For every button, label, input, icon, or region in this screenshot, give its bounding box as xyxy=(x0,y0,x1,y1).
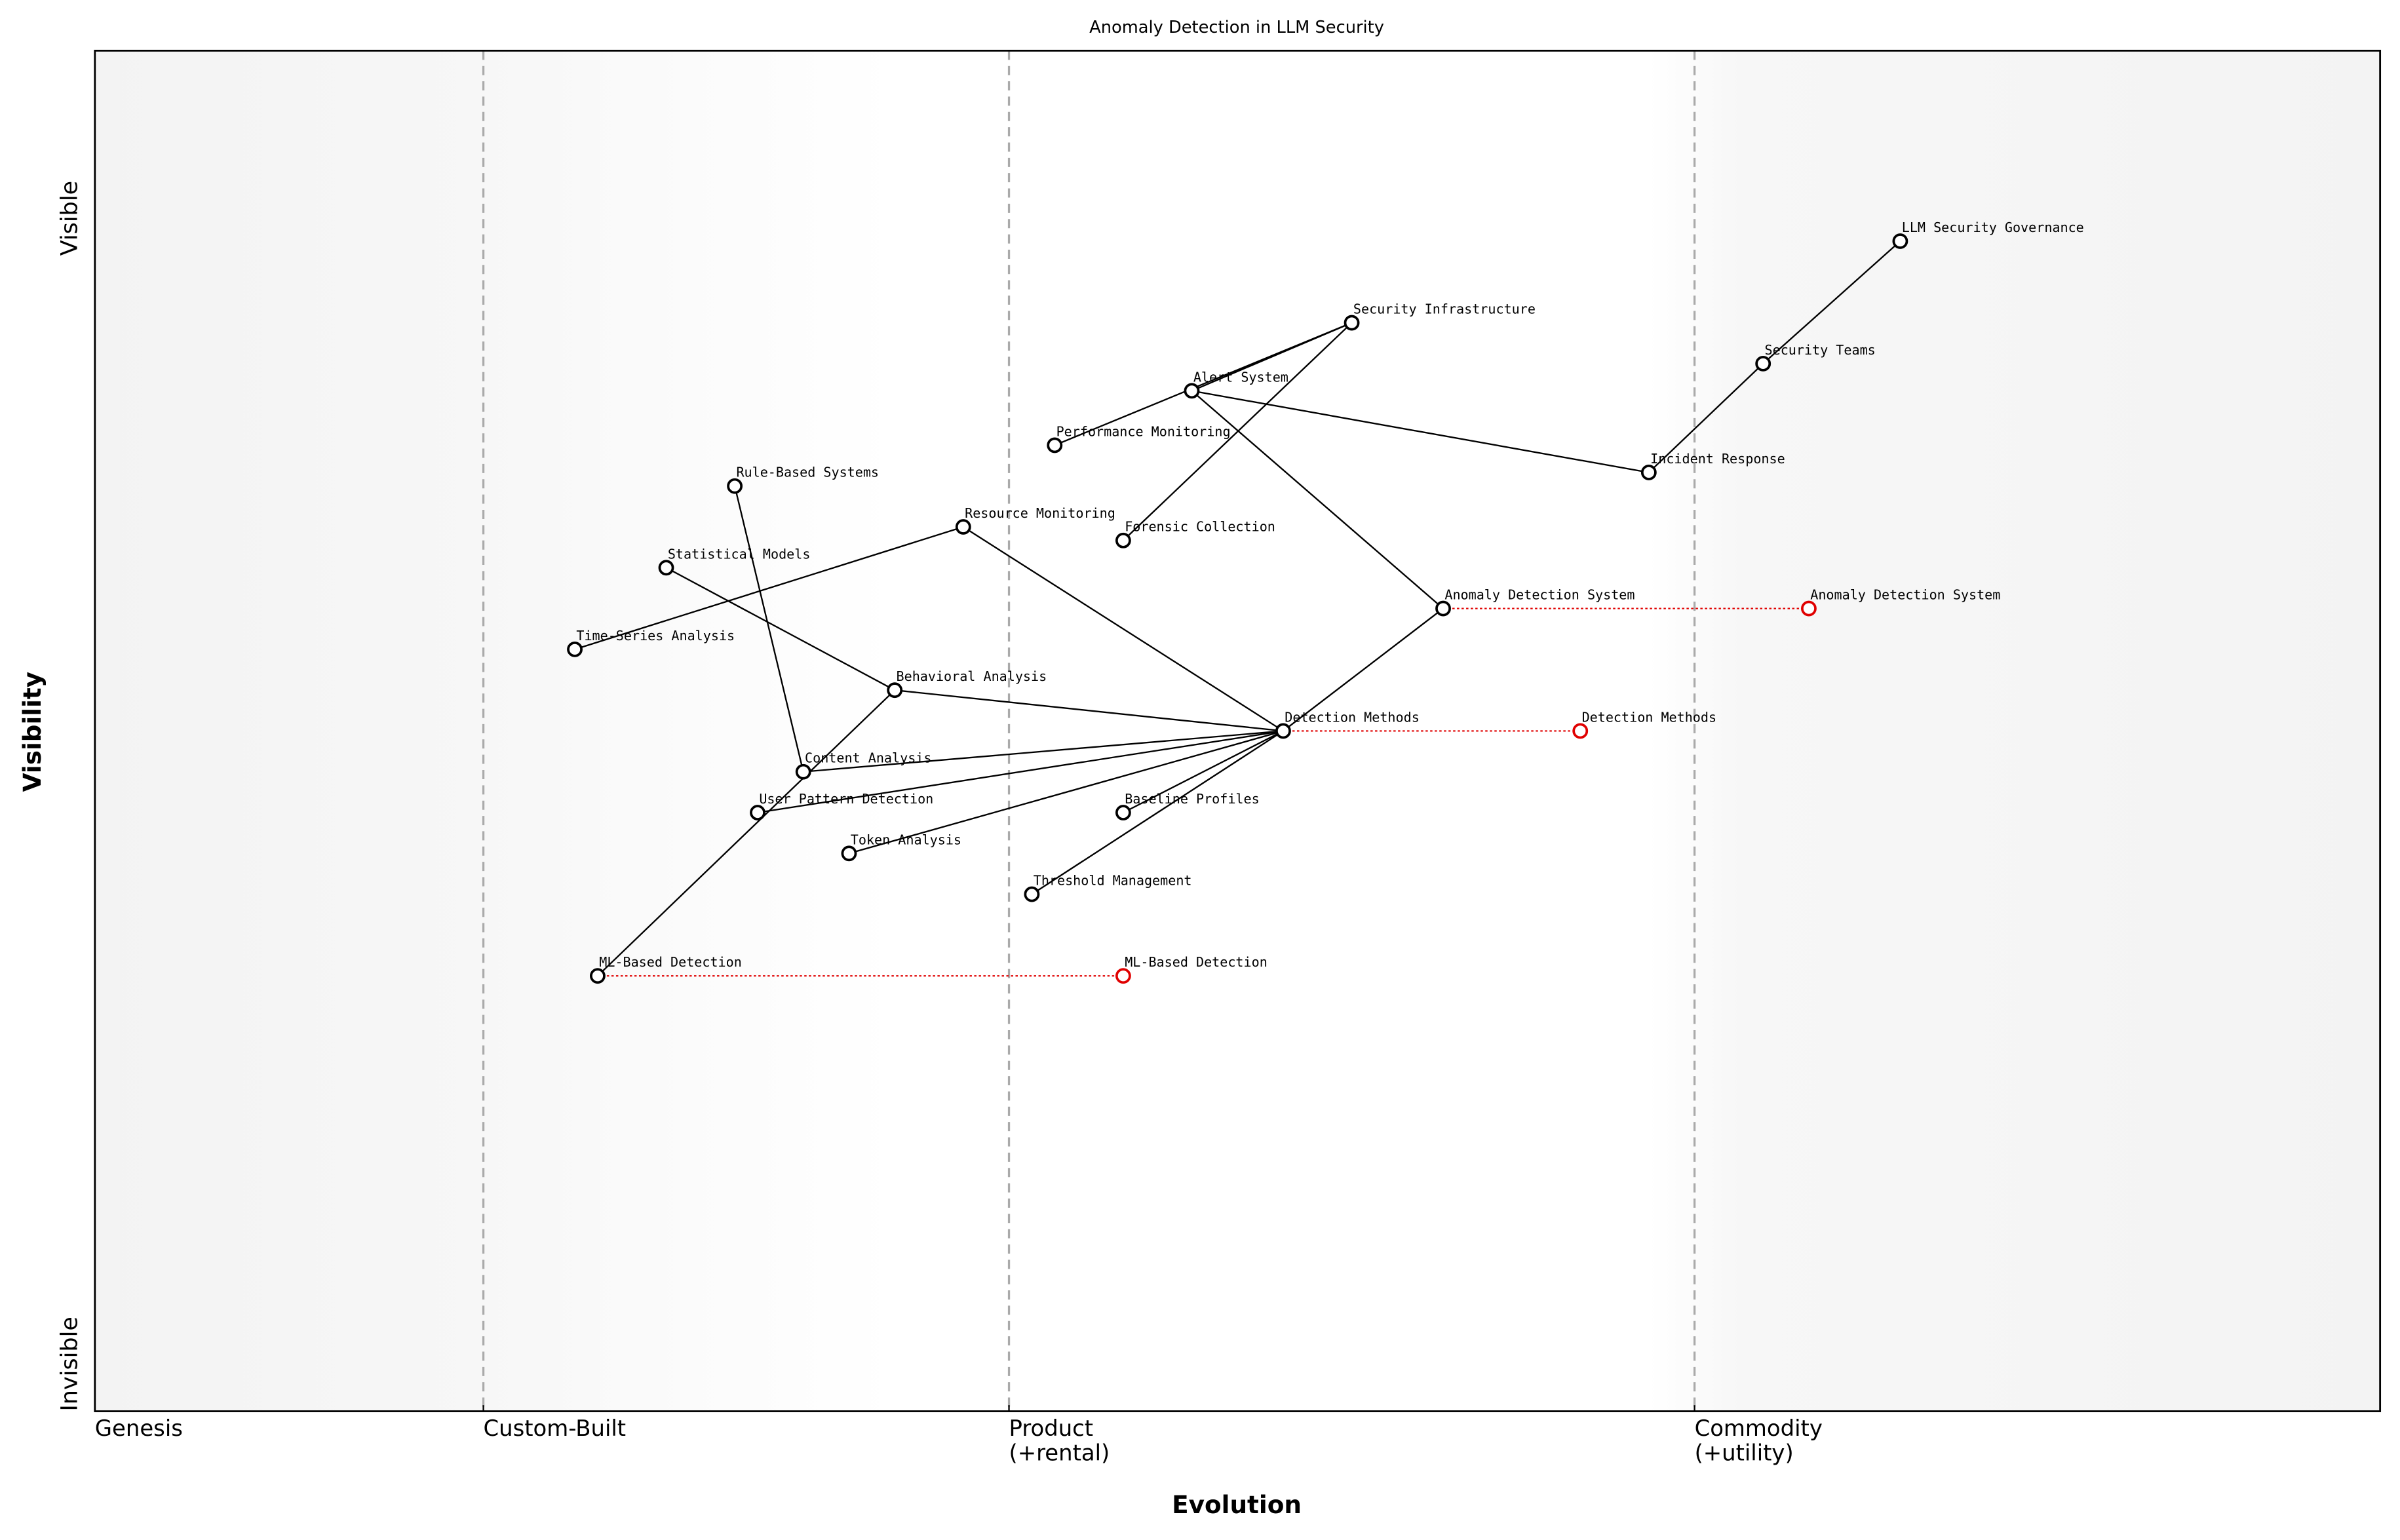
link xyxy=(1283,607,1444,732)
link xyxy=(849,730,1284,855)
component xyxy=(795,763,811,780)
link xyxy=(574,526,964,650)
chart-title: Anomaly Detection in LLM Security xyxy=(1089,18,1384,37)
component-label: Anomaly Detection System xyxy=(1444,587,1635,603)
x-tick-label: Genesis xyxy=(94,1417,183,1442)
component-label: User Pattern Detection xyxy=(759,791,933,807)
x-tick-label: Product (+rental) xyxy=(1009,1417,1110,1467)
component xyxy=(1047,437,1063,453)
evolved-component-label: Anomaly Detection System xyxy=(1810,587,2000,603)
component xyxy=(1640,465,1657,480)
component-label: Forensic Collection xyxy=(1125,519,1275,535)
link xyxy=(963,526,1284,732)
y-axis-title: Visibility xyxy=(18,672,47,792)
component xyxy=(1115,532,1131,549)
x-tick-label-box: Genesis xyxy=(94,1417,183,1442)
component-label: Performance Monitoring xyxy=(1056,423,1231,439)
x-tick-label: Custom-Built xyxy=(483,1417,627,1442)
y-tick-label: Invisible xyxy=(56,1317,83,1411)
link xyxy=(733,486,804,773)
component-label: Security Infrastructure xyxy=(1353,301,1536,317)
component-label: Rule-Based Systems xyxy=(736,465,879,480)
component-label: Token Analysis xyxy=(851,832,961,847)
link xyxy=(1123,730,1284,814)
link xyxy=(895,689,1284,732)
component-label: LLM Security Governance xyxy=(1902,220,2084,235)
x-tick-label-box: Commodity (+utility) xyxy=(1694,1417,1823,1467)
plot-background xyxy=(94,50,2380,1412)
x-tick-label-box: Custom-Built xyxy=(483,1417,627,1442)
component xyxy=(1892,233,1908,249)
x-tick-label: Commodity (+utility) xyxy=(1694,1417,1823,1467)
y-tick-label: Visible xyxy=(56,181,83,256)
component-label: Content Analysis xyxy=(805,750,931,766)
link xyxy=(1123,322,1353,541)
component xyxy=(1184,383,1200,399)
component-label: Statistical Models xyxy=(668,546,811,562)
link xyxy=(665,567,895,691)
component xyxy=(1024,886,1040,902)
component xyxy=(887,682,903,699)
link xyxy=(757,730,1284,814)
component xyxy=(1755,355,1771,372)
link xyxy=(1031,730,1284,895)
component-label: Incident Response xyxy=(1650,451,1785,467)
link xyxy=(1191,390,1650,474)
component xyxy=(1115,805,1131,820)
component xyxy=(658,560,674,576)
component-label: Security Teams xyxy=(1765,342,1876,358)
component-label: Behavioral Analysis xyxy=(897,668,1047,684)
evolved-component-label: ML-Based Detection xyxy=(1125,954,1268,970)
component-label: Time-Series Analysis xyxy=(576,628,735,644)
component-label: ML-Based Detection xyxy=(599,954,742,970)
link xyxy=(1762,241,1901,364)
component-label: Baseline Profiles xyxy=(1125,791,1260,807)
component xyxy=(1275,723,1291,739)
evolved-component xyxy=(1115,968,1131,984)
component xyxy=(955,519,971,535)
component xyxy=(1344,315,1360,331)
x-axis-title: Evolution xyxy=(1172,1490,1302,1519)
link xyxy=(597,689,896,977)
evolved-component xyxy=(1572,723,1589,739)
evolved-component xyxy=(1801,600,1817,617)
x-tick-label-box: Product (+rental) xyxy=(1009,1417,1110,1467)
component-label: Detection Methods xyxy=(1285,709,1420,725)
component xyxy=(589,968,606,984)
link xyxy=(803,730,1284,773)
component xyxy=(567,641,583,657)
component-label: Resource Monitoring xyxy=(965,505,1115,521)
evolved-component-label: Detection Methods xyxy=(1582,709,1717,725)
component xyxy=(750,805,765,820)
component xyxy=(841,845,857,862)
link xyxy=(1054,322,1353,446)
link xyxy=(1648,363,1764,473)
link xyxy=(1191,390,1444,609)
component xyxy=(1435,600,1451,617)
component xyxy=(727,478,743,494)
component-label: Threshold Management xyxy=(1034,873,1192,889)
plot-frame xyxy=(94,49,2382,1412)
component-label: Alert System xyxy=(1193,369,1288,385)
